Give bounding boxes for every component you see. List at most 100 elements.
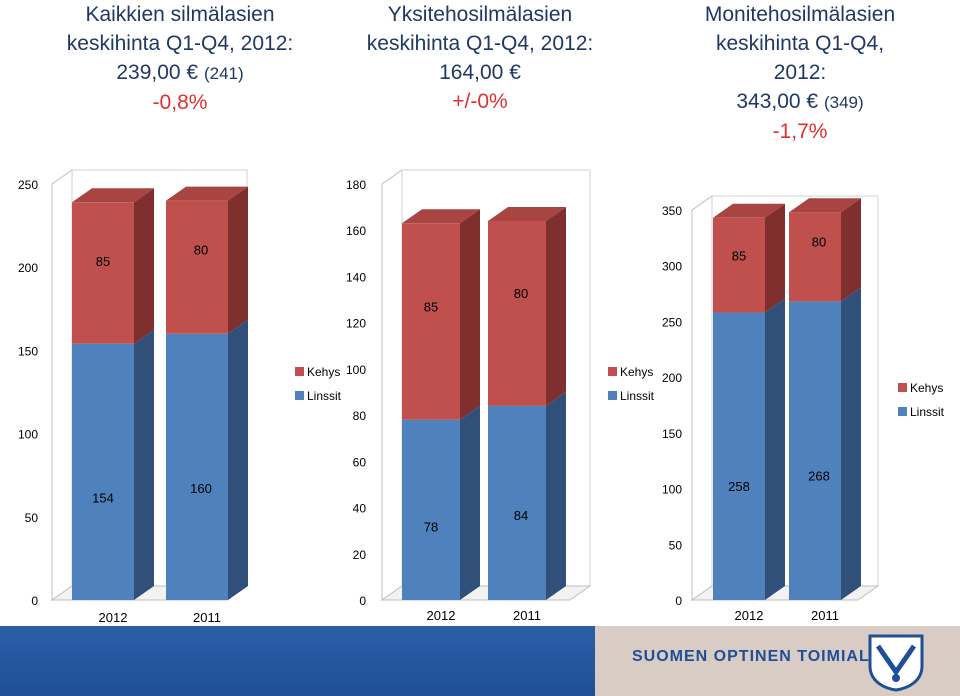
- charts-canvas: 050100150200250154852012160802011KehysLi…: [18, 169, 945, 625]
- data-label: 80: [514, 286, 528, 301]
- data-label: 154: [92, 491, 114, 506]
- bar-kehys-side: [460, 209, 480, 420]
- bar-linssit-front: [402, 419, 460, 600]
- y-tick-label: 120: [346, 317, 366, 331]
- chart-side-wall: [381, 169, 403, 601]
- data-label: 80: [812, 234, 826, 249]
- y-tick-label: 160: [346, 224, 366, 238]
- legend-swatch: [608, 391, 617, 400]
- bar-top-face: [166, 186, 248, 201]
- heading-line2: keskihinta Q1-Q4, 2012:: [366, 32, 594, 55]
- footer-bar: SUOMEN OPTINEN TOIMIALA: [0, 626, 960, 696]
- category-label: 2011: [193, 610, 221, 625]
- chart-side-wall: [691, 195, 713, 601]
- category-label: 2012: [427, 608, 456, 623]
- org-logo-icon: [868, 634, 924, 692]
- heading-line2: keskihinta Q1-Q4,: [715, 32, 885, 55]
- heading-line1: Yksitehosilmälasien: [387, 3, 573, 26]
- bar-kehys-front: [488, 220, 546, 406]
- data-label: 85: [96, 254, 110, 269]
- chart-side-wall: [51, 169, 73, 601]
- bar-linssit-front: [166, 333, 228, 600]
- y-tick-label: 150: [662, 427, 682, 441]
- heading-line1: Kaikkien silmälasien: [85, 3, 275, 26]
- bar-kehys-side: [134, 188, 154, 344]
- bar-linssit-side: [765, 298, 785, 600]
- legend-swatch: [295, 367, 304, 376]
- heading-single-vision: Yksitehosilmälasien keskihinta Q1-Q4, 20…: [330, 0, 630, 116]
- y-tick-label: 350: [662, 204, 682, 218]
- bar-top-face: [72, 188, 154, 203]
- category-label: 2011: [811, 608, 839, 623]
- y-tick-label: 20: [353, 548, 367, 562]
- heading-all-glasses: Kaikkien silmälasien keskihinta Q1-Q4, 2…: [40, 0, 320, 117]
- heading-line1: Monitehosilmälasien: [704, 3, 896, 26]
- heading-change: +/-0%: [452, 90, 508, 113]
- heading-price: 239,00 €: [116, 61, 199, 84]
- data-label: 160: [190, 481, 212, 496]
- heading-price: 164,00 €: [439, 61, 521, 84]
- bar-linssit-front: [72, 343, 134, 600]
- bar-linssit-side: [841, 287, 861, 600]
- heading-line2: keskihinta Q1-Q4, 2012:: [66, 32, 294, 55]
- heading-prev: (241): [203, 64, 244, 83]
- data-label: 85: [732, 248, 746, 263]
- heading-price: 343,00 €: [736, 90, 819, 113]
- bar-linssit-front: [789, 301, 841, 600]
- y-tick-label: 140: [346, 270, 366, 284]
- heading-change: -0,8%: [152, 91, 208, 114]
- bar-top-face: [488, 206, 566, 221]
- bar-kehys-side: [765, 203, 785, 313]
- y-tick-label: 200: [662, 371, 682, 385]
- bar-linssit-side: [460, 405, 480, 600]
- bar-linssit-side: [134, 329, 154, 600]
- data-label: 84: [514, 508, 528, 523]
- data-label: 268: [808, 469, 830, 484]
- y-tick-label: 0: [675, 594, 682, 608]
- data-label: 258: [728, 479, 750, 494]
- y-tick-label: 0: [359, 594, 366, 608]
- bar-kehys-front: [402, 223, 460, 420]
- bar-kehys-front: [166, 200, 228, 334]
- footer-blue-band: [0, 626, 595, 696]
- legend-swatch: [898, 407, 907, 416]
- bar-linssit-front: [713, 312, 765, 600]
- data-label: 78: [424, 519, 438, 534]
- y-tick-label: 300: [662, 260, 682, 274]
- heading-price-line: 343,00 € (349): [640, 87, 960, 117]
- legend-label: Kehys: [307, 365, 340, 379]
- category-label: 2012: [99, 610, 128, 625]
- data-label: 80: [194, 243, 208, 258]
- y-tick-label: 180: [346, 178, 366, 192]
- bar-linssit-side: [546, 391, 566, 600]
- heading-multifocal: Monitehosilmälasien keskihinta Q1-Q4, 20…: [640, 0, 960, 146]
- bar-kehys-front: [72, 202, 134, 344]
- y-tick-label: 40: [353, 502, 367, 516]
- bar-kehys-front: [713, 217, 765, 313]
- heading-prev: (349): [823, 93, 864, 112]
- bar-top-face: [789, 198, 861, 213]
- legend-swatch: [295, 391, 304, 400]
- y-tick-label: 80: [353, 409, 367, 423]
- category-label: 2012: [735, 608, 764, 623]
- heading-change: -1,7%: [772, 120, 828, 143]
- legend-label: Linssit: [910, 405, 945, 419]
- footer-org-name: SUOMEN OPTINEN TOIMIALA: [632, 648, 883, 665]
- y-tick-label: 0: [31, 594, 38, 608]
- bar-kehys-front: [789, 212, 841, 302]
- legend-swatch: [608, 367, 617, 376]
- y-tick-label: 50: [669, 538, 683, 552]
- category-label: 2011: [513, 608, 541, 623]
- y-tick-label: 60: [353, 455, 367, 469]
- bar-kehys-side: [841, 198, 861, 302]
- bar-top-face: [713, 203, 785, 218]
- y-tick-label: 250: [18, 178, 38, 192]
- y-tick-label: 100: [18, 428, 38, 442]
- legend-label: Kehys: [910, 381, 943, 395]
- legend-swatch: [898, 383, 907, 392]
- bar-linssit-front: [488, 405, 546, 600]
- y-tick-label: 100: [662, 483, 682, 497]
- bar-kehys-side: [228, 186, 248, 334]
- bar-kehys-side: [546, 206, 566, 406]
- legend-label: Linssit: [307, 389, 342, 403]
